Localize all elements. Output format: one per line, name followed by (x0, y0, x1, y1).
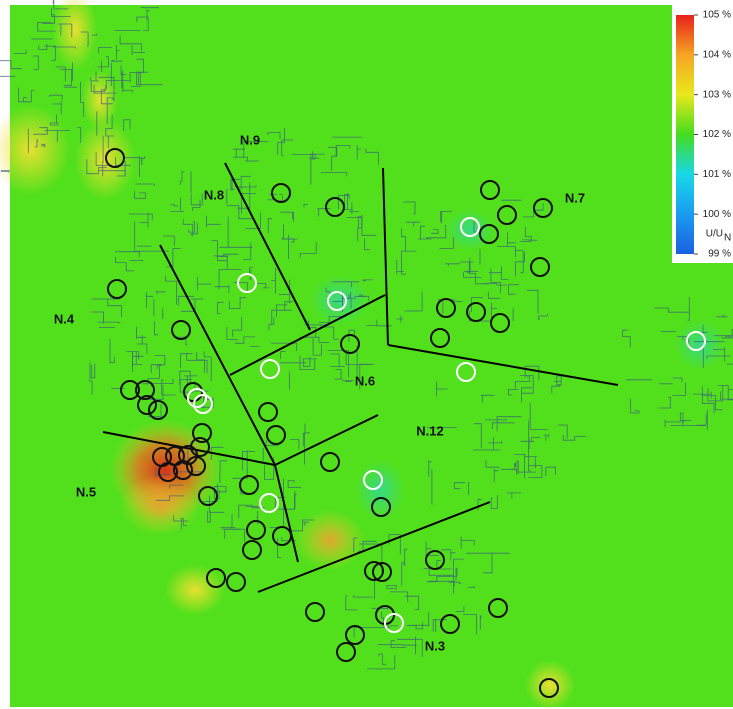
legend-tick-label: 102 % (703, 129, 731, 140)
zone-label: N.8 (204, 187, 224, 202)
legend-tick-label: 103 % (703, 89, 731, 100)
zone-label: N.9 (240, 132, 260, 147)
legend-unit: U/U (706, 229, 723, 240)
zone-label: N.6 (355, 373, 375, 388)
color-bar (676, 15, 694, 254)
voltage-map: N.9 N.8 N.7 N.4 N.6 N.12 N.5 N.3 105 % 104 % 103 … (0, 0, 733, 709)
zone-label: N.5 (76, 484, 96, 499)
map-background (10, 5, 733, 707)
zone-label: N.7 (565, 190, 585, 205)
legend-tick-label: 101 % (703, 169, 731, 180)
legend-tick-label: 99 % (708, 249, 731, 260)
legend-tick-label: 100 % (703, 209, 731, 220)
zone-label: N.3 (425, 638, 445, 653)
legend-tick-label: 105 % (703, 10, 731, 21)
zone-label: N.12 (416, 423, 443, 438)
zone-label: N.4 (54, 311, 75, 326)
legend-tick-label: 104 % (703, 49, 731, 60)
legend-unit-subscript: N (724, 233, 731, 244)
